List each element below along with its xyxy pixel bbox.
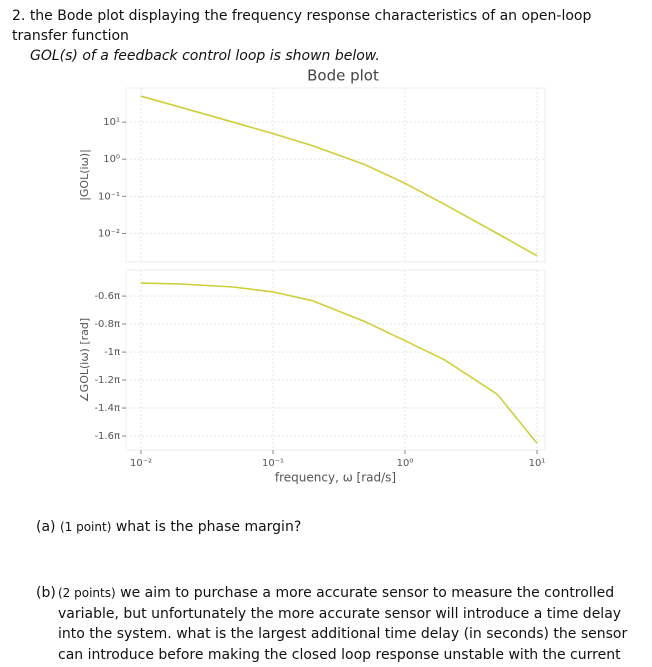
question-text: the Bode plot displaying the frequency r… [12,8,592,44]
y-tick-label: -1.6π [94,431,120,442]
question-number: 2. [12,8,26,24]
part-points: (2 points) [58,586,116,600]
y-axis-label: |GOL(iω)| [78,149,91,201]
plot-area [125,87,546,263]
part-text: we aim to purchase a more accurate senso… [58,585,628,663]
plot-area [125,269,546,451]
y-tick-label: -1.2π [94,375,120,386]
x-tick-label: 10⁻¹ [262,458,284,469]
y-axis-label: ∠GOL(iω) [rad] [78,318,91,402]
x-tick-label: 10¹ [529,458,546,469]
chart-title: Bode plot [307,67,379,85]
x-tick-label: 10⁰ [397,458,414,469]
line [140,95,538,257]
x-tick-label: 10⁻² [130,458,152,469]
y-tick-label: 10¹ [103,117,120,128]
bode-chart: Bode plot 10¹ 10⁰ 10⁻¹ 10⁻² |GOL(iω)| -0.6π -0… [78,67,546,485]
x-axis-label: frequency, ω [rad/s] [275,471,396,485]
part-text: what is the phase margin? [115,519,302,535]
y-tick-label: 10⁻¹ [98,191,120,202]
part-a: (a) (1 point) what is the phase margin? [36,517,301,538]
part-label: (b) [36,585,56,601]
y-tick-label: 10⁰ [103,154,120,165]
line [140,282,538,444]
question: 2. the Bode plot displaying the frequenc… [12,6,642,66]
part-points: (1 point) [59,520,112,534]
y-tick-label: -0.8π [94,319,120,330]
part-label: (a) [36,519,56,535]
part-b: (b) (2 points) we aim to purchase a more… [36,583,636,667]
question-text-2: GOL(s) of a feedback control loop is sho… [30,48,380,64]
y-tick-label: -1π [104,347,120,358]
y-tick-label: 10⁻² [98,228,120,239]
y-tick-label: -1.4π [94,403,120,414]
y-tick-label: -0.6π [94,291,120,302]
